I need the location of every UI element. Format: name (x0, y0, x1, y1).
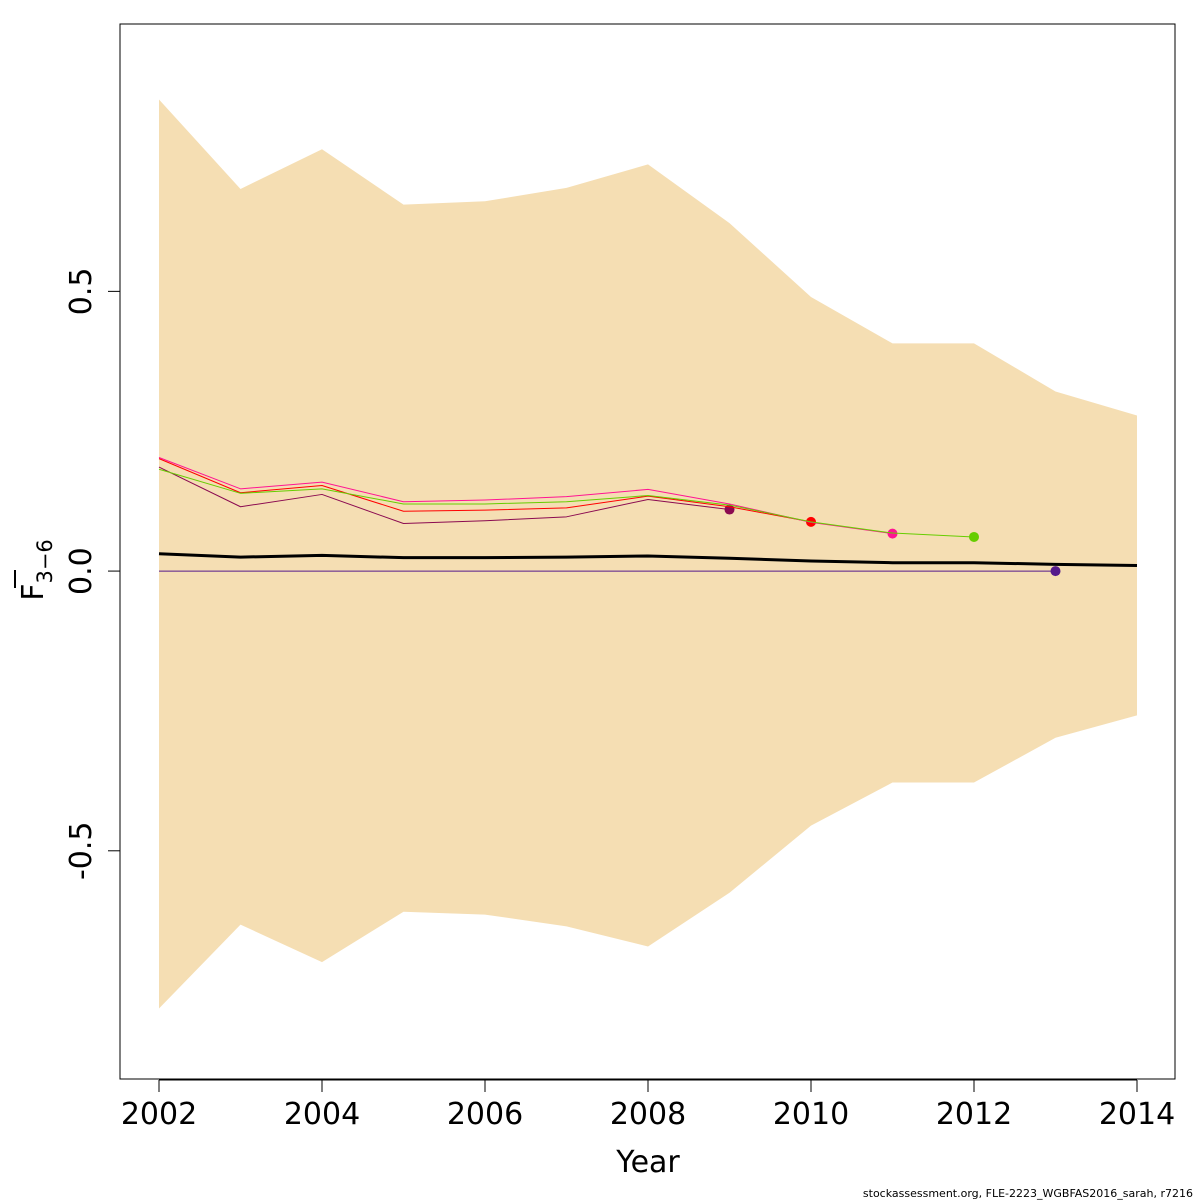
y-axis: -0.5 0.0 0.5 (64, 268, 121, 881)
confidence-band-layer (159, 99, 1137, 1009)
svg-text:F3−6: F3−6 (16, 539, 57, 601)
series-layer (158, 457, 1138, 577)
series-line-2 (158, 458, 812, 523)
y-tick-label: 0.5 (64, 268, 99, 316)
confidence-band (159, 99, 1137, 1009)
x-axis: 2002 2004 2006 2008 2010 2012 2014 (121, 1079, 1175, 1132)
y-axis-title-main: F (16, 584, 51, 601)
series-line-1 (158, 466, 730, 525)
y-tick-label: 0.0 (64, 547, 99, 595)
x-tick-label: 2010 (773, 1097, 849, 1132)
x-tick-label: 2004 (284, 1097, 360, 1132)
x-tick-label: 2006 (447, 1097, 523, 1132)
series-endpoint-5 (1050, 566, 1061, 577)
x-tick-label: 2008 (610, 1097, 686, 1132)
series-endpoint-4 (969, 531, 979, 542)
x-tick-label: 2012 (936, 1097, 1012, 1132)
series-line-0 (158, 552, 1138, 567)
y-axis-title-sub: 3−6 (33, 539, 57, 583)
footer-note: stockassessment.org, FLE-2223_WGBFAS2016… (863, 1187, 1193, 1200)
series-endpoint-3 (887, 528, 898, 539)
x-tick-label: 2002 (121, 1097, 197, 1132)
y-axis-title: F3−6 (14, 539, 57, 601)
series-line-4 (158, 468, 975, 538)
x-axis-title: Year (615, 1145, 680, 1180)
y-tick-label: -0.5 (64, 822, 99, 881)
x-tick-label: 2014 (1099, 1097, 1175, 1132)
